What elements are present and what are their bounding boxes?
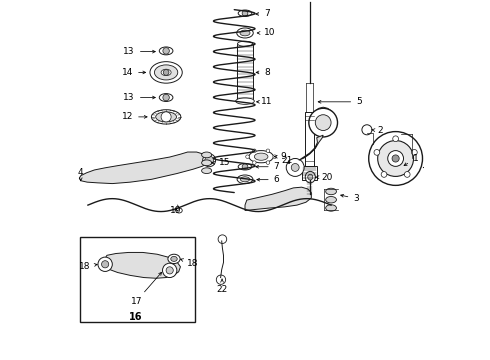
Ellipse shape	[168, 254, 180, 264]
Circle shape	[315, 115, 331, 131]
Text: 2: 2	[372, 126, 383, 135]
Bar	[238, 44, 252, 101]
Circle shape	[166, 267, 173, 274]
Circle shape	[393, 136, 398, 141]
Text: 7: 7	[256, 9, 270, 18]
Circle shape	[374, 149, 380, 155]
Circle shape	[286, 158, 304, 176]
Bar	[302, 166, 317, 180]
Text: 4: 4	[78, 168, 84, 181]
Ellipse shape	[237, 175, 253, 184]
Circle shape	[368, 132, 422, 185]
Circle shape	[216, 275, 225, 284]
Ellipse shape	[326, 205, 337, 211]
Text: 21: 21	[281, 156, 292, 165]
Circle shape	[163, 48, 170, 54]
Text: 18: 18	[78, 262, 97, 271]
Ellipse shape	[176, 208, 182, 213]
Text: 20: 20	[316, 173, 332, 182]
Text: 13: 13	[123, 93, 155, 102]
Polygon shape	[103, 252, 180, 278]
Circle shape	[404, 172, 410, 177]
Text: 1: 1	[404, 154, 418, 166]
Ellipse shape	[240, 177, 250, 182]
Text: 17: 17	[130, 273, 162, 306]
Ellipse shape	[238, 41, 252, 46]
Circle shape	[245, 155, 249, 158]
Ellipse shape	[238, 10, 252, 17]
Ellipse shape	[156, 112, 176, 122]
Ellipse shape	[154, 65, 178, 80]
Bar	[80, 237, 195, 321]
Circle shape	[362, 125, 372, 135]
Ellipse shape	[237, 28, 253, 38]
Circle shape	[163, 69, 169, 75]
Polygon shape	[313, 107, 335, 137]
Text: 6: 6	[257, 175, 279, 184]
Circle shape	[266, 161, 270, 165]
Ellipse shape	[236, 98, 254, 104]
Circle shape	[388, 150, 403, 166]
Text: 11: 11	[257, 97, 272, 106]
Text: 18: 18	[180, 259, 198, 268]
Circle shape	[252, 161, 256, 165]
Ellipse shape	[254, 153, 268, 160]
Text: 9: 9	[274, 152, 287, 161]
Circle shape	[163, 94, 170, 101]
Circle shape	[161, 112, 171, 122]
Polygon shape	[299, 135, 323, 160]
Text: 12: 12	[122, 112, 147, 121]
Ellipse shape	[201, 160, 212, 166]
Circle shape	[252, 149, 256, 153]
Ellipse shape	[238, 163, 252, 170]
Circle shape	[266, 149, 270, 153]
Text: 14: 14	[122, 68, 146, 77]
Ellipse shape	[161, 69, 171, 76]
Text: 19: 19	[171, 206, 182, 215]
Circle shape	[101, 261, 109, 268]
Text: 10: 10	[257, 28, 275, 37]
Ellipse shape	[150, 62, 182, 83]
Text: 7: 7	[256, 162, 279, 171]
Circle shape	[98, 257, 112, 271]
Polygon shape	[245, 187, 311, 211]
Text: 16: 16	[129, 312, 143, 322]
Text: 22: 22	[217, 279, 228, 294]
Text: 3: 3	[341, 194, 359, 203]
Ellipse shape	[201, 152, 212, 158]
Circle shape	[163, 263, 177, 278]
Ellipse shape	[159, 94, 173, 102]
Circle shape	[392, 155, 399, 162]
Circle shape	[205, 156, 214, 165]
Circle shape	[242, 10, 248, 16]
Bar	[305, 112, 314, 166]
Ellipse shape	[305, 171, 315, 183]
Ellipse shape	[171, 256, 177, 261]
Circle shape	[218, 235, 227, 243]
Ellipse shape	[326, 188, 337, 195]
Text: 5: 5	[318, 97, 362, 106]
Ellipse shape	[249, 150, 273, 163]
Ellipse shape	[201, 168, 212, 174]
Polygon shape	[79, 152, 209, 184]
Circle shape	[242, 164, 248, 170]
Ellipse shape	[159, 47, 173, 55]
Text: 13: 13	[123, 47, 155, 56]
Circle shape	[291, 163, 299, 171]
Circle shape	[309, 108, 338, 137]
Ellipse shape	[203, 154, 216, 167]
Ellipse shape	[308, 174, 313, 180]
Text: 15: 15	[212, 158, 231, 167]
Circle shape	[381, 172, 387, 177]
Ellipse shape	[240, 30, 250, 36]
Circle shape	[273, 155, 276, 158]
Ellipse shape	[151, 110, 181, 124]
Circle shape	[412, 149, 417, 155]
Text: 8: 8	[256, 68, 270, 77]
Ellipse shape	[326, 197, 337, 203]
Circle shape	[378, 140, 414, 176]
